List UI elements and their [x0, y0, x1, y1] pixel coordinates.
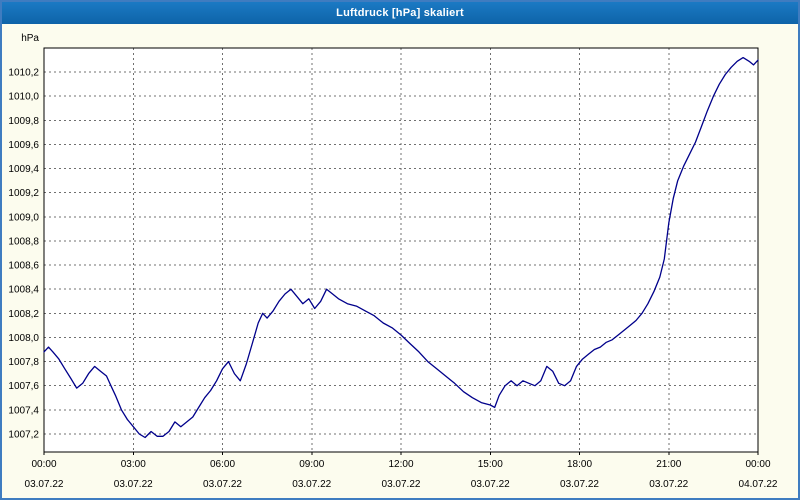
svg-text:1009,2: 1009,2 — [8, 188, 39, 199]
svg-text:1008,0: 1008,0 — [8, 333, 39, 344]
x-tick-date: 03.07.22 — [471, 479, 510, 490]
svg-text:1007,8: 1007,8 — [8, 357, 39, 368]
svg-text:1010,2: 1010,2 — [8, 68, 39, 79]
x-tick-time: 06:00 — [210, 459, 235, 470]
svg-text:1007,4: 1007,4 — [8, 405, 39, 416]
svg-text:1010,0: 1010,0 — [8, 92, 39, 103]
svg-text:1007,2: 1007,2 — [8, 429, 39, 440]
x-tick-time: 09:00 — [299, 459, 324, 470]
x-tick-date: 03.07.22 — [203, 479, 242, 490]
svg-text:1009,0: 1009,0 — [8, 212, 39, 223]
plot-border — [43, 47, 759, 453]
pressure-chart-svg: 1007,2 1007,4 1007,6 1007,8 1008,0 1008,2 1008… — [8, 33, 778, 490]
svg-text:1008,2: 1008,2 — [8, 309, 39, 320]
svg-text:1009,4: 1009,4 — [8, 164, 39, 175]
x-tick-date: 03.07.22 — [560, 479, 599, 490]
x-tick-date: 03.07.22 — [25, 479, 64, 490]
x-tick-time: 00:00 — [745, 459, 770, 470]
window-title: Luftdruck [hPa] skaliert — [336, 7, 464, 19]
x-tick-date: 03.07.22 — [114, 479, 153, 490]
y-axis-labels: 1007,2 1007,4 1007,6 1007,8 1008,0 1008,2 1008… — [8, 68, 39, 441]
svg-text:1008,4: 1008,4 — [8, 285, 39, 296]
x-tick-time: 12:00 — [388, 459, 413, 470]
grid-lines — [44, 48, 758, 452]
svg-text:1007,6: 1007,6 — [8, 381, 39, 392]
svg-text:1008,6: 1008,6 — [8, 261, 39, 272]
x-tick-time: 03:00 — [121, 459, 146, 470]
x-tick-time: 00:00 — [31, 459, 56, 470]
x-tick-date: 04.07.22 — [739, 479, 778, 490]
y-axis-unit-label: hPa — [21, 33, 39, 44]
svg-text:1009,8: 1009,8 — [8, 116, 39, 127]
x-tick-date: 03.07.22 — [649, 479, 688, 490]
x-tick-date: 03.07.22 — [292, 479, 331, 490]
window-titlebar: Luftdruck [hPa] skaliert — [2, 2, 798, 24]
pressure-line — [43, 56, 759, 439]
pressure-chart: 1007,2 1007,4 1007,6 1007,8 1008,0 1008,2 1008… — [2, 24, 798, 498]
x-tick-time: 18:00 — [567, 459, 592, 470]
svg-text:1008,8: 1008,8 — [8, 236, 39, 247]
x-tick-time: 21:00 — [656, 459, 681, 470]
svg-text:1009,6: 1009,6 — [8, 140, 39, 151]
x-tick-date: 03.07.22 — [382, 479, 421, 490]
x-axis-labels: 00:00 03.07.22 03:00 03.07.22 06:00 03.07.22 0… — [25, 459, 778, 490]
x-tick-time: 15:00 — [478, 459, 503, 470]
